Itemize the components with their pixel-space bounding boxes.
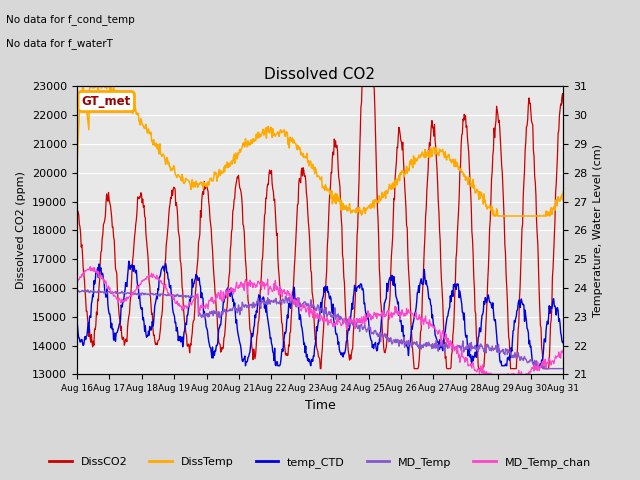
Y-axis label: Dissolved CO2 (ppm): Dissolved CO2 (ppm) — [16, 171, 26, 289]
MD_Temp_chan — [86, 264, 94, 269]
DissCO2 — [220, 345, 227, 350]
MD_Temp — [244, 302, 252, 308]
MD_Temp — [397, 336, 405, 342]
Text: GT_met: GT_met — [82, 95, 131, 108]
MD_Temp — [559, 366, 567, 372]
temp_CTD — [559, 338, 567, 344]
DissCO2 — [130, 243, 138, 249]
MD_Temp — [131, 291, 138, 297]
MD_Temp — [84, 287, 92, 293]
X-axis label: Time: Time — [305, 399, 335, 412]
MD_Temp — [262, 298, 270, 304]
temp_CTD — [131, 265, 138, 271]
MD_Temp_chan — [244, 284, 252, 289]
Line: DissTemp: DissTemp — [77, 84, 563, 216]
DissTemp — [73, 167, 81, 173]
Line: DissCO2: DissCO2 — [77, 81, 563, 369]
Legend: DissCO2, DissTemp, temp_CTD, MD_Temp, MD_Temp_chan: DissCO2, DissTemp, temp_CTD, MD_Temp, MD… — [45, 452, 595, 472]
DissTemp — [131, 105, 138, 111]
DissCO2 — [559, 101, 567, 107]
Text: No data for f_waterT: No data for f_waterT — [6, 38, 113, 49]
Y-axis label: Temperature, Water Level (cm): Temperature, Water Level (cm) — [593, 144, 603, 317]
DissCO2 — [262, 195, 269, 201]
Line: temp_CTD: temp_CTD — [77, 261, 563, 366]
DissCO2 — [398, 147, 406, 153]
Line: MD_Temp_chan: MD_Temp_chan — [77, 266, 563, 374]
temp_CTD — [263, 312, 271, 317]
MD_Temp_chan — [559, 350, 567, 356]
temp_CTD — [242, 363, 250, 369]
DissTemp — [93, 81, 100, 86]
Line: MD_Temp: MD_Temp — [77, 290, 563, 369]
MD_Temp_chan — [131, 288, 138, 294]
Text: No data for f_cond_temp: No data for f_cond_temp — [6, 14, 135, 25]
MD_Temp — [371, 328, 378, 334]
DissCO2 — [244, 285, 252, 290]
temp_CTD — [245, 354, 253, 360]
Title: Dissolved CO2: Dissolved CO2 — [264, 68, 376, 83]
DissCO2 — [316, 366, 324, 372]
DissTemp — [397, 168, 405, 174]
MD_Temp — [73, 288, 81, 294]
DissTemp — [262, 135, 270, 141]
temp_CTD — [125, 258, 132, 264]
DissCO2 — [371, 106, 379, 111]
DissCO2 — [358, 78, 366, 84]
temp_CTD — [220, 300, 228, 305]
DissTemp — [559, 189, 567, 194]
temp_CTD — [73, 322, 81, 327]
temp_CTD — [398, 329, 406, 335]
DissTemp — [244, 138, 252, 144]
MD_Temp — [220, 309, 228, 314]
temp_CTD — [371, 341, 379, 347]
MD_Temp_chan — [371, 310, 378, 315]
DissTemp — [220, 164, 228, 170]
DissCO2 — [73, 197, 81, 203]
DissTemp — [371, 205, 378, 211]
MD_Temp_chan — [73, 280, 81, 286]
MD_Temp_chan — [220, 296, 228, 302]
MD_Temp_chan — [262, 281, 270, 287]
MD_Temp_chan — [397, 312, 405, 318]
DissTemp — [490, 213, 498, 219]
MD_Temp_chan — [480, 372, 488, 377]
MD_Temp — [539, 366, 547, 372]
